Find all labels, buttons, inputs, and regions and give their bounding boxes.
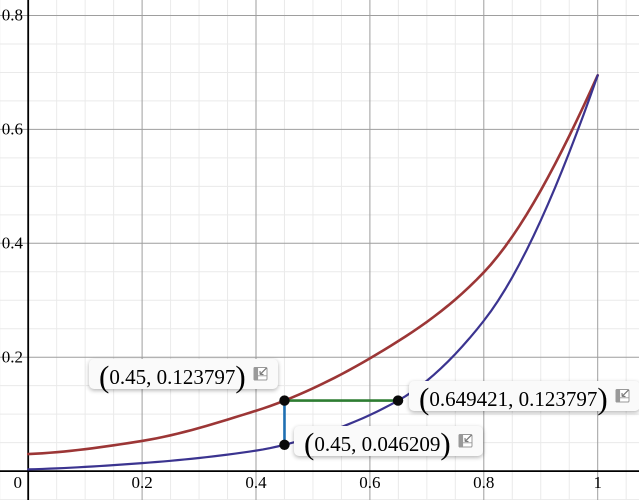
- svg-text:0.6: 0.6: [2, 120, 23, 139]
- svg-text:0: 0: [14, 473, 23, 492]
- svg-text:0.2: 0.2: [2, 347, 23, 366]
- svg-text:0.8: 0.8: [2, 6, 23, 25]
- svg-text:0.4: 0.4: [245, 473, 267, 492]
- svg-text:0.8: 0.8: [473, 473, 494, 492]
- svg-text:0.6: 0.6: [359, 473, 380, 492]
- svg-text:0.4: 0.4: [2, 233, 24, 252]
- svg-text:0.2: 0.2: [131, 473, 152, 492]
- svg-text:1: 1: [593, 473, 602, 492]
